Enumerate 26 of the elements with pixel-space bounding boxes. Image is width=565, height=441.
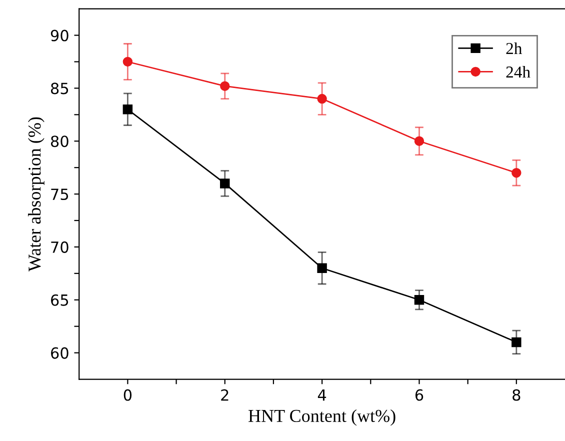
legend-label: 2h bbox=[506, 42, 522, 54]
point bbox=[122, 56, 133, 67]
x-tick-label: 2 bbox=[221, 389, 228, 401]
y-tick-label: 60 bbox=[51, 347, 68, 359]
point bbox=[122, 104, 133, 114]
point bbox=[512, 168, 522, 178]
y-tick-label: 75 bbox=[51, 188, 68, 200]
y-tick-label: 90 bbox=[50, 30, 68, 42]
y-axis-title: Water absorption (%) bbox=[28, 117, 44, 272]
x-tick-label: 8 bbox=[512, 389, 520, 401]
point bbox=[317, 263, 327, 273]
y-tick-label: 80 bbox=[50, 136, 68, 148]
point bbox=[317, 94, 327, 104]
y-tick-label: 85 bbox=[50, 82, 68, 94]
x-axis-title: HNT Content (wt%) bbox=[248, 409, 396, 426]
x-tick-label: 0 bbox=[124, 389, 132, 401]
legend-label: 24h bbox=[506, 66, 530, 78]
x-tick-label: 4 bbox=[318, 389, 326, 401]
point bbox=[512, 337, 522, 348]
y-tick-label: 70 bbox=[51, 241, 68, 253]
point bbox=[220, 178, 230, 188]
y-tick-label: 65 bbox=[51, 294, 68, 306]
point bbox=[414, 136, 424, 146]
point bbox=[414, 295, 424, 305]
point bbox=[220, 81, 230, 91]
x-tick-label: 6 bbox=[415, 389, 424, 401]
